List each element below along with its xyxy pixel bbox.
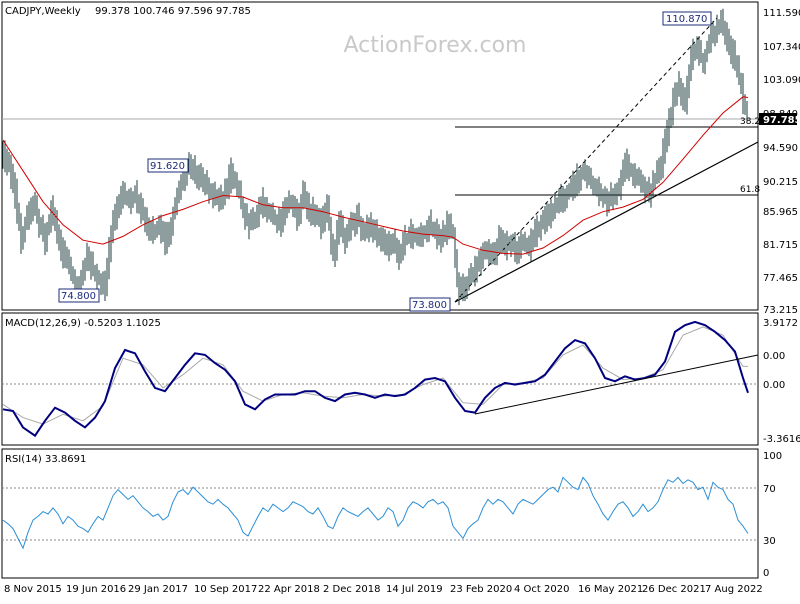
macd-ytick: -3.3616 [763, 434, 800, 445]
x-label: 19 Jun 2016 [66, 584, 126, 595]
rsi-ytick: 0 [763, 568, 769, 579]
x-label: 22 Apr 2018 [258, 584, 320, 595]
x-axis: 8 Nov 2015 19 Jun 2016 29 Jan 2017 10 Se… [4, 584, 763, 595]
annotation-box-high [662, 11, 712, 26]
watermark: ActionForex.com [344, 33, 527, 58]
annotation-low-2016: 74.800 [61, 291, 96, 302]
price-y-axis: 111.590 107.340 103.090 98.840 94.590 90… [763, 8, 800, 316]
macd-ytick: 0.00 [763, 351, 785, 362]
annotation-box-low-2020 [409, 297, 451, 312]
rsi-ytick: 70 [763, 484, 776, 495]
macd-ytick: 3.9172 [763, 318, 798, 329]
x-label: 23 Feb 2020 [450, 584, 512, 595]
ohlc-label: 99.378 100.746 97.596 97.785 [95, 6, 251, 17]
x-label: 14 Jul 2019 [386, 584, 443, 595]
rsi-ytick: 30 [763, 536, 776, 547]
moving-average-line [2, 96, 749, 255]
x-label: 8 Nov 2015 [4, 584, 62, 595]
symbol-label: CADJPY,Weekly [5, 6, 81, 17]
x-label: 7 Aug 2022 [705, 584, 763, 595]
price-ytick: 77.465 [763, 273, 798, 284]
rsi-title: RSI(14) 33.8691 [5, 454, 86, 465]
price-ytick: 107.340 [763, 42, 800, 53]
x-label: 29 Jan 2017 [128, 584, 188, 595]
price-ytick: 81.715 [763, 240, 798, 251]
price-ytick: 111.590 [763, 8, 800, 19]
annotation-mid: 91.620 [150, 161, 185, 172]
price-ytick: 85.965 [763, 207, 798, 218]
price-ytick: 103.090 [763, 75, 800, 86]
rsi-ytick: 100 [763, 451, 782, 462]
price-ytick: 94.590 [763, 143, 798, 154]
x-label: 10 Sep 2017 [194, 584, 257, 595]
x-label: 16 May 2021 [578, 584, 643, 595]
x-label: 4 Oct 2020 [514, 584, 569, 595]
annotation-high: 110.870 [666, 14, 707, 25]
annotation-box-mid [147, 158, 189, 173]
rsi-line [2, 476, 749, 550]
rising-trendline [454, 141, 759, 303]
annotation-low-2020: 73.800 [412, 300, 447, 311]
price-ytick: 73.215 [763, 305, 798, 316]
macd-ytick: 0.00 [763, 380, 785, 391]
current-price-label: 97.785 [763, 115, 800, 126]
x-label: 26 Dec 2021 [642, 584, 706, 595]
macd-line [2, 320, 749, 438]
annotation-box-low-2016 [58, 288, 100, 303]
fib-382-label: 38.2 [740, 117, 760, 127]
x-label: 2 Dec 2018 [323, 584, 381, 595]
price-bars [2, 8, 748, 306]
macd-title: MACD(12,26,9) -0.5203 1.1025 [5, 318, 161, 329]
dashed-trendline [454, 17, 718, 303]
macd-trendline [474, 354, 759, 415]
price-panel [1, 1, 759, 311]
fib-618-label: 61.8 [740, 185, 760, 195]
price-ytick: 90.215 [763, 177, 798, 188]
current-price-box [759, 113, 797, 125]
rsi-panel [1, 448, 759, 579]
